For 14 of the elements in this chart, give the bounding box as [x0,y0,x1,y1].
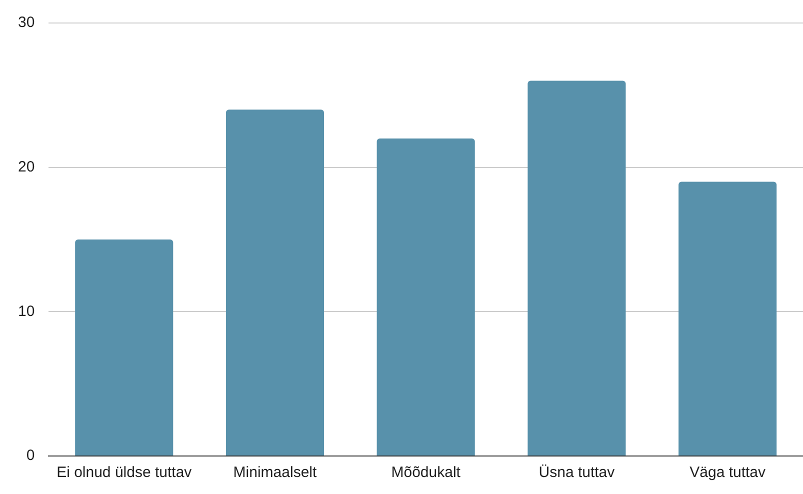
y-tick-label: 30 [18,14,35,32]
bar [226,110,324,456]
x-tick-label: Väga tuttav [690,464,766,482]
bar [376,138,475,456]
y-tick-label: 0 [26,447,35,464]
bar [75,240,174,456]
x-tick-label: Ei olnud üldse tuttav [56,464,192,482]
y-tick-label: 20 [18,158,35,176]
x-tick-label: Üsna tuttav [538,464,616,482]
y-tick-label: 10 [18,302,35,320]
x-tick-label: Mõõdukalt [391,464,462,482]
x-tick-label: Minimaalselt [233,464,318,482]
bar [528,80,626,456]
bar [678,182,777,456]
